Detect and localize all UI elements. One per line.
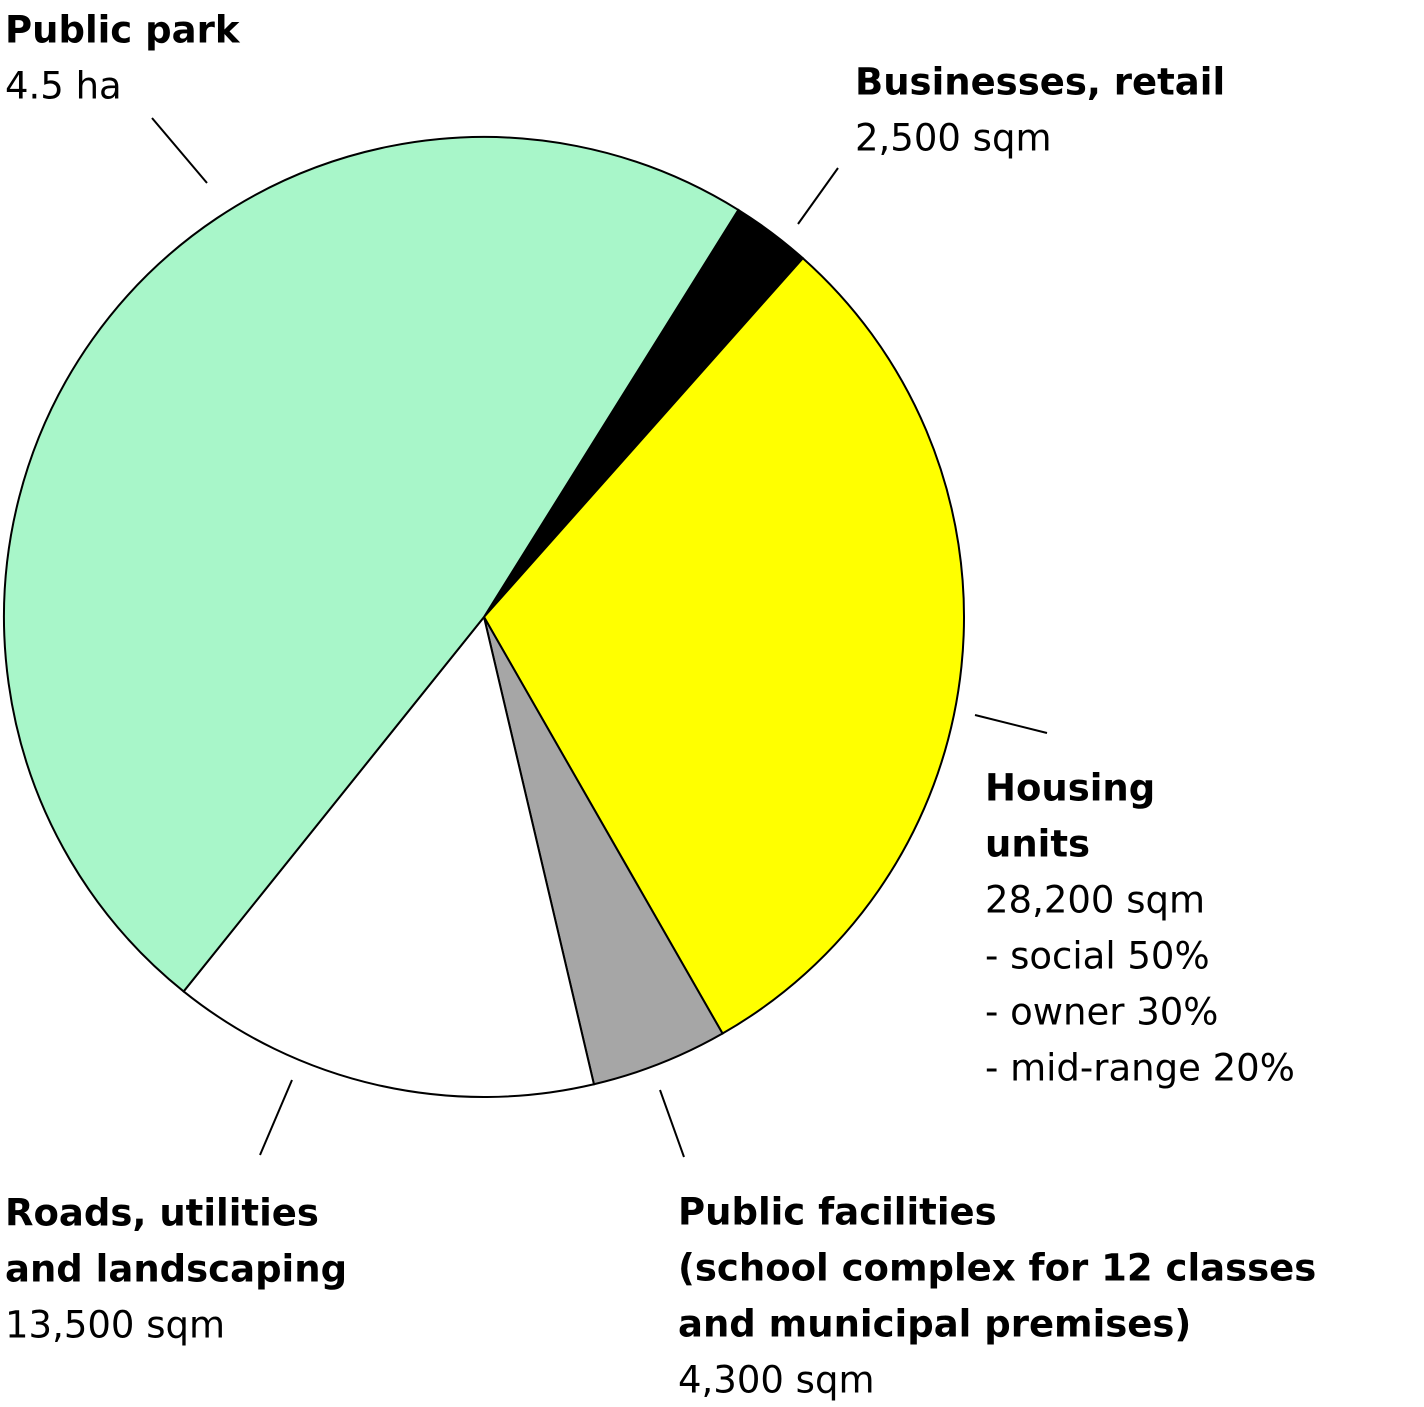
pie-slice [3, 136, 740, 993]
slice-label: and landscaping [5, 1248, 347, 1291]
leader-lines [151, 117, 1048, 1158]
leader-line [797, 167, 839, 225]
slice-label: units [985, 823, 1090, 866]
leader-line [151, 117, 208, 184]
leader-line [659, 1089, 685, 1158]
annotation: - social 50% [985, 935, 1210, 978]
value-label: 28,200 sqm [985, 879, 1205, 922]
value-label: 13,500 sqm [5, 1304, 225, 1347]
annotation: - mid-range 20% [985, 1047, 1295, 1090]
slice-label: Public facilities [678, 1191, 997, 1234]
pie-slice [482, 256, 965, 1035]
leader-line [974, 714, 1048, 734]
value-label: 4,300 sqm [678, 1359, 875, 1402]
value-label: 2,500 sqm [855, 117, 1052, 160]
annotation: - owner 30% [985, 991, 1218, 1034]
slice-label: Housing [985, 767, 1155, 810]
value-label: 4.5 ha [5, 65, 122, 108]
slice-label: and municipal premises) [678, 1303, 1191, 1346]
slice-label: Roads, utilities [5, 1192, 319, 1235]
slice-label: Businesses, retail [855, 61, 1225, 104]
leader-line [259, 1079, 293, 1156]
pie-slice [182, 614, 596, 1098]
slice-label: Public park [5, 9, 241, 52]
slice-label: (school complex for 12 classes [678, 1247, 1316, 1290]
